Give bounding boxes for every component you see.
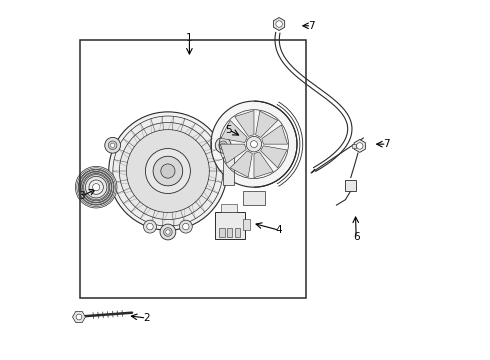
Circle shape [93,184,100,191]
Circle shape [82,174,110,201]
Circle shape [76,314,82,320]
Circle shape [246,136,262,152]
Circle shape [160,224,176,240]
Circle shape [183,224,189,230]
Bar [219,228,224,237]
Circle shape [276,21,282,27]
Circle shape [105,138,121,153]
Bar [80,40,306,298]
Bar [243,191,265,205]
Bar [345,180,356,191]
Bar [227,228,232,237]
Circle shape [146,149,191,194]
Text: 1: 1 [186,33,193,43]
Polygon shape [230,151,252,177]
Text: 7: 7 [308,21,315,31]
Circle shape [161,164,175,178]
Circle shape [85,176,107,198]
Circle shape [166,230,170,234]
Circle shape [215,138,231,153]
Polygon shape [262,125,288,144]
Circle shape [211,101,297,187]
Circle shape [147,224,153,230]
Circle shape [144,220,156,233]
Polygon shape [254,152,273,178]
Polygon shape [256,111,278,138]
Circle shape [108,141,117,149]
Circle shape [120,122,217,220]
Circle shape [179,220,192,233]
Circle shape [80,171,112,203]
Circle shape [109,112,227,230]
Text: 4: 4 [276,225,282,235]
Polygon shape [235,111,254,136]
Circle shape [250,141,257,148]
Text: 6: 6 [353,232,360,242]
Polygon shape [221,120,247,143]
Circle shape [219,141,227,149]
Circle shape [110,143,115,148]
Circle shape [78,169,114,205]
Bar [221,204,237,212]
Polygon shape [220,144,246,163]
Text: 2: 2 [143,313,149,323]
Circle shape [357,143,363,149]
Circle shape [113,116,223,226]
Circle shape [153,156,183,186]
Circle shape [75,166,117,208]
Circle shape [126,130,209,212]
Bar [243,219,250,230]
Circle shape [164,228,172,236]
Text: 3: 3 [78,191,85,201]
Bar [223,157,234,185]
Text: 7: 7 [383,139,390,149]
Circle shape [89,180,103,194]
Bar [215,212,245,239]
Polygon shape [261,146,287,168]
Text: 5: 5 [225,125,232,135]
Bar [235,228,240,237]
Circle shape [221,143,225,148]
Bar [352,144,356,148]
